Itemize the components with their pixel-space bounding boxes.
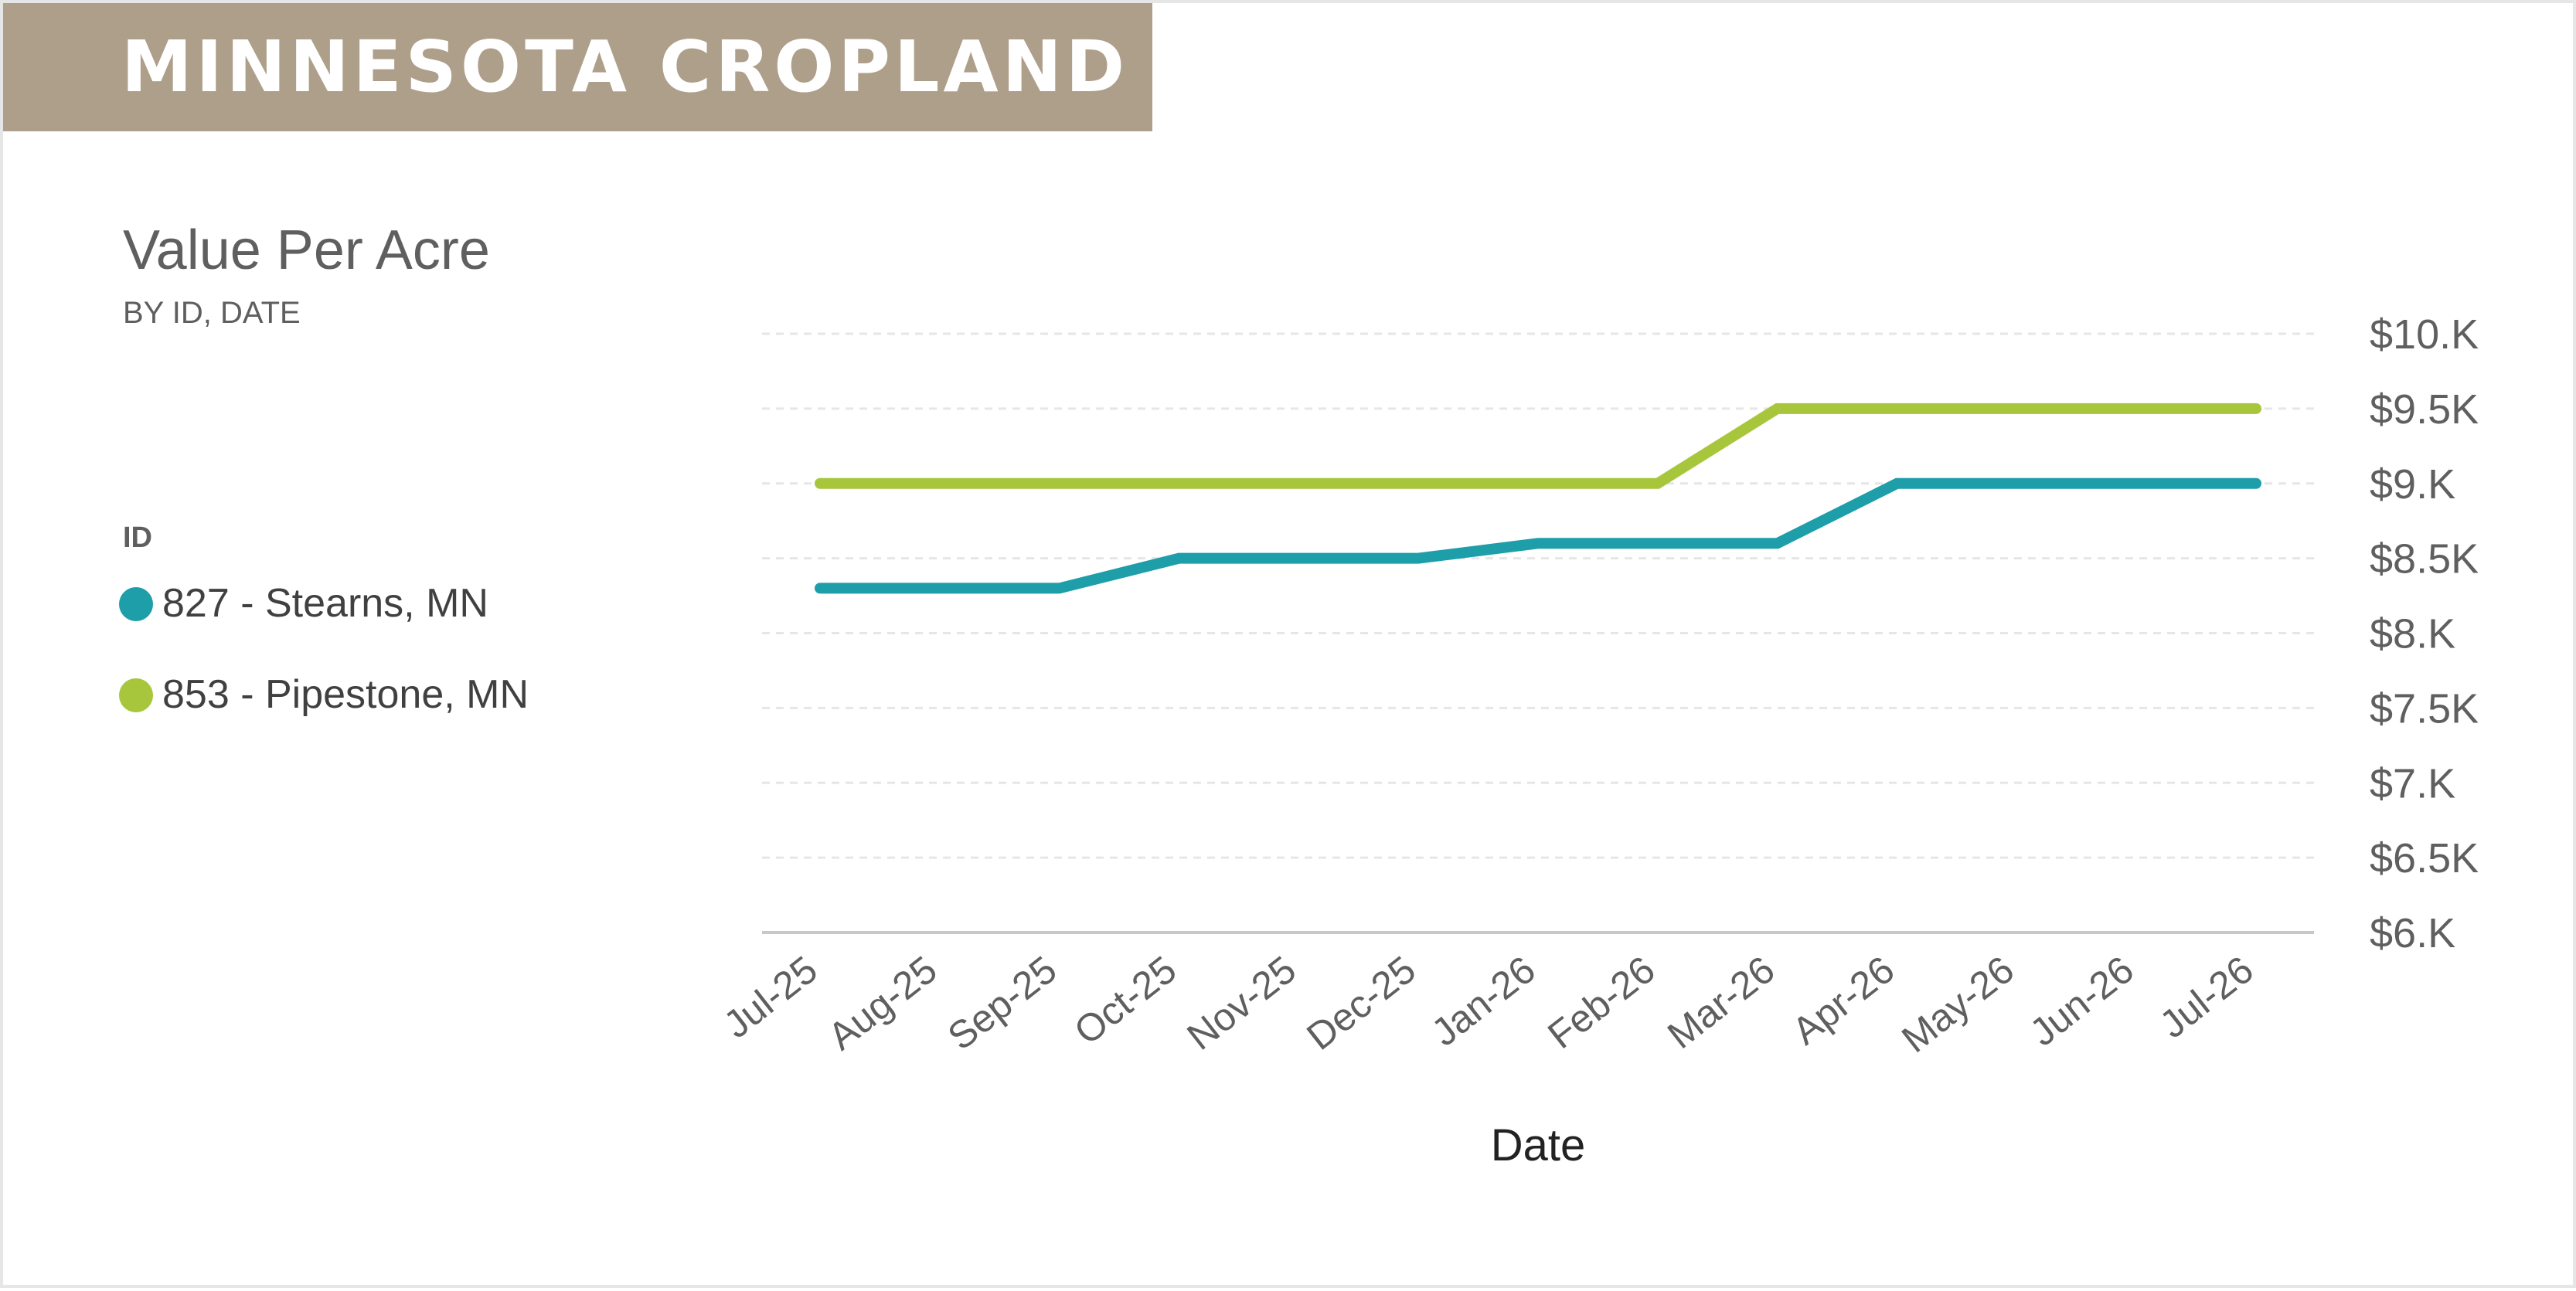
x-tick-label: Dec-25 [1298,948,1423,1058]
x-tick-label: Mar-26 [1659,948,1782,1058]
line-chart: $6.K $6.5K $7.K $7.5K $8.K $8.5K $9.K $9.5K $10.… [716,311,2479,1170]
x-tick-label: Jan-26 [1424,948,1543,1055]
y-tick-label: $10.K [2370,311,2479,358]
legend-dot-pipestone [119,678,153,712]
x-tick-label: Jul-26 [2152,948,2261,1047]
legend-title: ID [123,521,152,554]
x-tick-label: Jul-25 [716,948,825,1047]
y-tick-label: $9.K [2370,461,2455,508]
series-line-1 [815,403,2261,489]
x-tick-label: Oct-25 [1067,948,1185,1054]
y-tick-label: $8.K [2370,611,2455,657]
x-tick-label: Jun-26 [2022,948,2142,1055]
page-title: MINNESOTA CROPLAND B [121,25,1216,108]
y-tick-label: $6.K [2370,910,2455,956]
chart-title: Value Per Acre [123,219,490,281]
chart-subtitle: BY ID, DATE [123,296,301,330]
y-tick-label: $7.5K [2370,685,2479,732]
x-tick-label: Nov-25 [1179,948,1304,1058]
x-tick-label: Sep-25 [940,948,1065,1058]
x-tick-label: Apr-26 [1785,948,1903,1054]
y-tick-label: $6.5K [2370,835,2479,882]
series-line-0 [815,477,2261,594]
x-tick-label: May-26 [1894,948,2022,1062]
x-axis-title: Date [1491,1120,1586,1170]
y-tick-label: $7.K [2370,760,2455,807]
legend-dot-stearns [119,587,153,621]
y-tick-label: $8.5K [2370,536,2479,583]
page-banner: MINNESOTA CROPLAND B [3,3,1211,131]
x-tick-label: Aug-25 [820,948,945,1058]
x-tick-label: Feb-26 [1540,948,1662,1058]
legend-label-stearns: 827 - Stearns, MN [162,581,488,626]
y-tick-label: $9.5K [2370,386,2479,433]
legend-label-pipestone: 853 - Pipestone, MN [162,672,529,717]
